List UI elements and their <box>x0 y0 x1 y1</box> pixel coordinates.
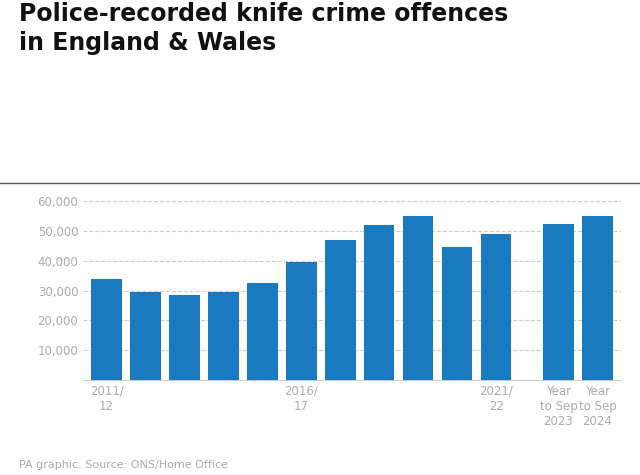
Bar <box>170 295 200 380</box>
Text: PA graphic. Source: ONS/Home Office: PA graphic. Source: ONS/Home Office <box>19 460 228 470</box>
Bar <box>247 283 278 380</box>
Bar <box>403 216 433 380</box>
Bar <box>92 279 122 380</box>
Text: Police-recorded knife crime offences
in England & Wales: Police-recorded knife crime offences in … <box>19 2 508 55</box>
Bar <box>582 216 612 380</box>
Bar <box>543 224 573 380</box>
Bar <box>208 292 239 380</box>
Bar <box>131 292 161 380</box>
Bar <box>325 240 355 380</box>
Bar <box>364 225 394 380</box>
Bar <box>286 262 317 380</box>
Bar <box>481 234 511 380</box>
Bar <box>442 247 472 380</box>
